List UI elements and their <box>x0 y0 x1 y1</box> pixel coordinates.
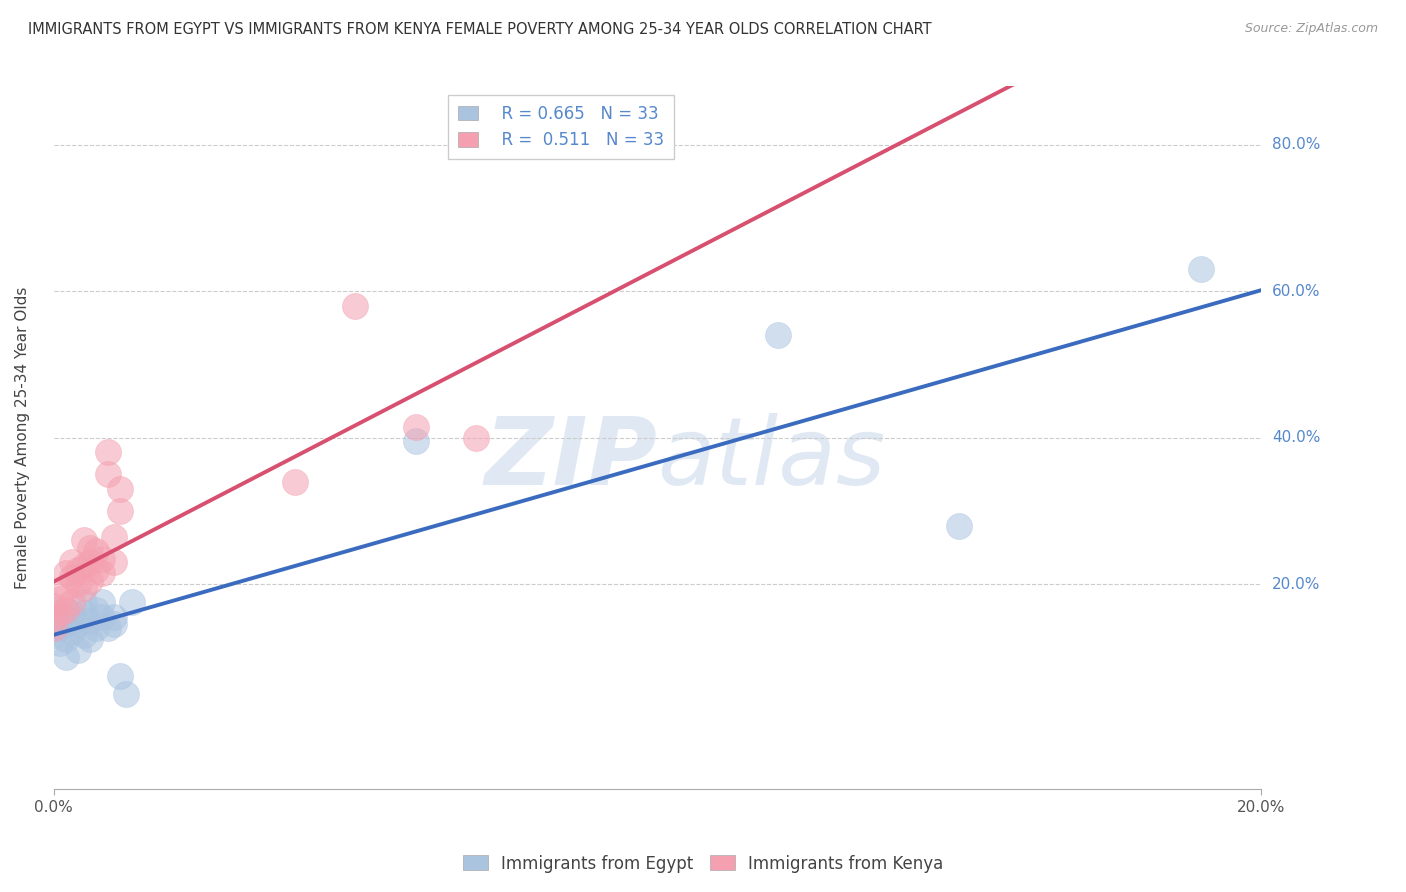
Point <box>48 607 70 621</box>
Legend:   R = 0.665   N = 33,   R =  0.511   N = 33: R = 0.665 N = 33, R = 0.511 N = 33 <box>447 95 673 159</box>
Point <box>42 610 65 624</box>
Point <box>405 434 427 449</box>
Point <box>79 541 101 555</box>
Text: 40.0%: 40.0% <box>1272 430 1320 445</box>
Point <box>84 603 107 617</box>
Y-axis label: Female Poverty Among 25-34 Year Olds: Female Poverty Among 25-34 Year Olds <box>15 286 30 589</box>
Point <box>79 574 101 588</box>
Text: 80.0%: 80.0% <box>1272 137 1320 153</box>
Point <box>55 650 77 665</box>
Point <box>121 595 143 609</box>
Point <box>103 610 125 624</box>
Point <box>90 566 112 581</box>
Point <box>42 599 65 614</box>
Point <box>42 610 65 624</box>
Text: ZIP: ZIP <box>485 413 658 505</box>
Point <box>55 566 77 581</box>
Point <box>73 628 96 642</box>
Point <box>60 624 83 639</box>
Point <box>66 617 89 632</box>
Point <box>73 581 96 595</box>
Point <box>766 328 789 343</box>
Point <box>55 603 77 617</box>
Point <box>79 614 101 628</box>
Text: 60.0%: 60.0% <box>1272 284 1320 299</box>
Point <box>66 562 89 576</box>
Point <box>97 445 120 459</box>
Point <box>60 555 83 569</box>
Point <box>60 614 83 628</box>
Point <box>103 617 125 632</box>
Point <box>48 591 70 606</box>
Point <box>60 595 83 609</box>
Point <box>108 668 131 682</box>
Point <box>60 607 83 621</box>
Point <box>79 632 101 646</box>
Point <box>90 595 112 609</box>
Point <box>948 518 970 533</box>
Point <box>48 636 70 650</box>
Point <box>465 431 488 445</box>
Point <box>42 628 65 642</box>
Point <box>55 617 77 632</box>
Point <box>66 577 89 591</box>
Point <box>42 617 65 632</box>
Point <box>97 467 120 482</box>
Point <box>405 419 427 434</box>
Point <box>73 595 96 609</box>
Point <box>284 475 307 489</box>
Text: Source: ZipAtlas.com: Source: ZipAtlas.com <box>1244 22 1378 36</box>
Point <box>60 570 83 584</box>
Text: atlas: atlas <box>658 413 886 504</box>
Point <box>103 555 125 569</box>
Point <box>108 504 131 518</box>
Point <box>73 607 96 621</box>
Legend: Immigrants from Egypt, Immigrants from Kenya: Immigrants from Egypt, Immigrants from K… <box>456 848 950 880</box>
Point <box>90 551 112 566</box>
Point <box>344 299 367 313</box>
Point <box>42 621 65 635</box>
Point <box>73 533 96 548</box>
Text: 20.0%: 20.0% <box>1272 576 1320 591</box>
Point <box>84 562 107 576</box>
Point <box>108 482 131 496</box>
Text: IMMIGRANTS FROM EGYPT VS IMMIGRANTS FROM KENYA FEMALE POVERTY AMONG 25-34 YEAR O: IMMIGRANTS FROM EGYPT VS IMMIGRANTS FROM… <box>28 22 932 37</box>
Point <box>103 530 125 544</box>
Point <box>79 555 101 569</box>
Point <box>84 621 107 635</box>
Point <box>90 610 112 624</box>
Point <box>55 581 77 595</box>
Point <box>1189 262 1212 277</box>
Point <box>66 643 89 657</box>
Point <box>73 558 96 573</box>
Point <box>115 687 138 701</box>
Point <box>55 632 77 646</box>
Point <box>42 603 65 617</box>
Point <box>97 621 120 635</box>
Point <box>48 621 70 635</box>
Point <box>84 544 107 558</box>
